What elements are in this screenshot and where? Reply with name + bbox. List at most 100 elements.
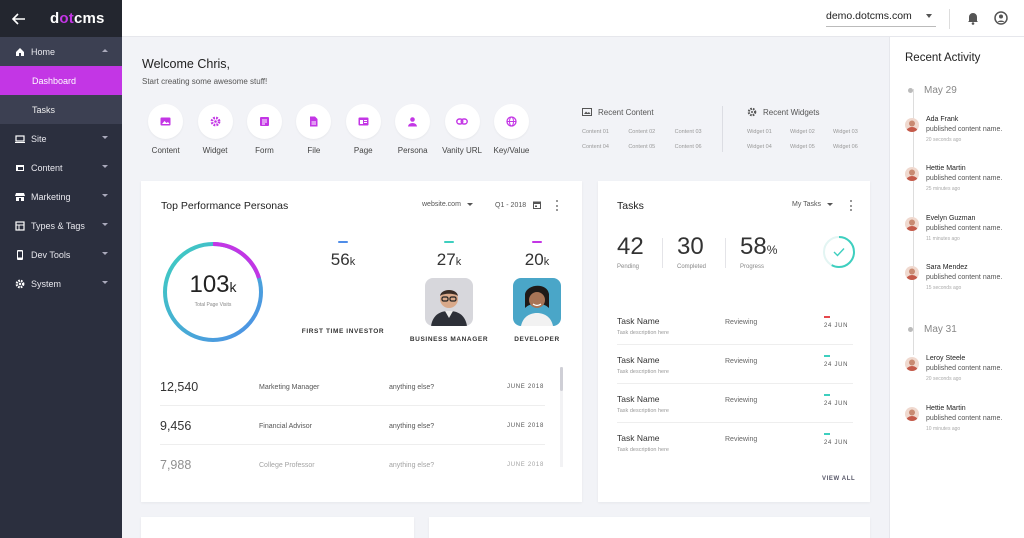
persona-first-time-investor[interactable]: 56k FIRST TIME INVESTOR [298, 241, 388, 335]
recent-content-link[interactable]: Content 02 [628, 129, 656, 135]
tasks-card-title: Tasks [617, 200, 644, 212]
image-icon [582, 107, 592, 117]
recent-content-link[interactable]: Content 04 [582, 144, 609, 150]
sidebar-item-content[interactable]: Content [0, 153, 122, 182]
recent-content-link[interactable]: Content 01 [582, 129, 609, 135]
task-row[interactable]: Task Name Task description here Reviewin… [617, 306, 853, 345]
person-icon [395, 104, 431, 139]
recent-widget-link[interactable]: Widget 05 [790, 144, 815, 150]
recent-widgets: Recent Widgets Widget 01 Widget 02 Widge… [747, 107, 867, 151]
chevron-down-icon [102, 223, 108, 226]
recent-widget-link[interactable]: Widget 06 [833, 144, 858, 150]
tool-form[interactable]: Form [240, 104, 289, 155]
account-icon[interactable] [994, 11, 1008, 25]
bell-icon[interactable] [966, 11, 980, 25]
persona-developer[interactable]: 20k DEVELOPER [492, 241, 582, 343]
chevron-down-icon [102, 136, 108, 139]
tool-label: Page [353, 146, 373, 155]
table-scrollbar[interactable] [560, 367, 563, 467]
activity-item[interactable]: Evelyn Guzman published content name. 11… [905, 215, 1024, 255]
site-selector-value: demo.dotcms.com [826, 10, 912, 22]
tool-key-value[interactable]: Key/Value [487, 104, 536, 155]
layers-icon [15, 220, 25, 231]
sidebar: dotcms Home Dashboard Tasks Site Content… [0, 0, 122, 538]
stat-divider [662, 238, 663, 268]
tasks-filter[interactable]: My Tasks [792, 201, 834, 208]
tool-label: Persona [397, 146, 428, 155]
chevron-down-icon [102, 281, 108, 284]
persona-photo [513, 278, 561, 326]
calendar-icon [533, 201, 542, 209]
recent-content: Recent Content Content 01 Content 02 Con… [582, 107, 712, 150]
total-visits-label: Total Page Visits [194, 302, 232, 308]
task-row[interactable]: Task Name Task description here Reviewin… [617, 384, 853, 423]
view-all-link[interactable]: VIEW ALL [822, 476, 856, 482]
recent-widget-link[interactable]: Widget 01 [747, 129, 772, 135]
monitor-icon [15, 134, 25, 144]
gear-icon [747, 107, 757, 117]
table-row[interactable]: 9,456 Financial Advisor anything else? J… [160, 406, 545, 445]
link-icon [444, 104, 480, 139]
tool-vanity-url[interactable]: Vanity URL [437, 104, 486, 155]
sidebar-item-label: Site [31, 133, 47, 144]
tool-file[interactable]: File [289, 104, 338, 155]
personas-menu-icon[interactable] [555, 200, 558, 211]
bottom-card-right [429, 517, 870, 538]
personas-period-filter[interactable]: Q1 - 2018 [495, 201, 542, 209]
sidebar-item-label: Home [31, 46, 56, 57]
chevron-down-icon [102, 252, 108, 255]
sidebar-item-home[interactable]: Home [0, 37, 122, 66]
tool-content[interactable]: Content [141, 104, 190, 155]
recent-content-link[interactable]: Content 05 [628, 144, 656, 150]
activity-item[interactable]: Leroy Steele published content name. 20 … [905, 355, 1024, 395]
back-arrow-icon[interactable] [12, 9, 32, 29]
avatar [905, 357, 919, 371]
sidebar-item-types-tags[interactable]: Types & Tags [0, 211, 122, 240]
persona-photo [425, 278, 473, 326]
sidebar-item-label: Dev Tools [31, 249, 71, 260]
folder-icon [15, 163, 25, 173]
sidebar-item-dev-tools[interactable]: Dev Tools [0, 240, 122, 269]
activity-item[interactable]: Sara Mendez published content name. 15 s… [905, 264, 1024, 304]
persona-business-manager[interactable]: 27k BUSINESS MANAGER [404, 241, 494, 343]
recent-widget-link[interactable]: Widget 04 [747, 144, 772, 150]
persona-value: 20k [524, 250, 550, 269]
table-row[interactable]: 12,540 Marketing Manager anything else? … [160, 367, 545, 406]
sidebar-subitem-dashboard[interactable]: Dashboard [0, 66, 122, 95]
site-selector[interactable]: demo.dotcms.com [826, 10, 936, 27]
recent-widget-link[interactable]: Widget 03 [833, 129, 858, 135]
total-visits-donut [163, 241, 263, 342]
persona-color-bar [338, 241, 348, 243]
tool-persona[interactable]: Persona [388, 104, 437, 155]
caret-down-icon [827, 202, 834, 206]
tool-page[interactable]: Page [339, 104, 388, 155]
form-icon [246, 104, 282, 139]
tool-label: Vanity URL [442, 146, 482, 155]
persona-color-bar [444, 241, 454, 243]
recent-content-link[interactable]: Content 06 [674, 144, 702, 150]
tasks-menu-icon[interactable] [849, 200, 852, 211]
personas-site-filter[interactable]: website.com [422, 201, 473, 208]
recent-widgets-title: Recent Widgets [747, 107, 867, 117]
task-row[interactable]: Task Name Task description here Reviewin… [617, 433, 849, 453]
task-row[interactable]: Task Name Task description here Reviewin… [617, 345, 853, 384]
table-row[interactable]: 7,988 College Professor anything else? J… [160, 458, 544, 472]
bottom-card-left [141, 517, 414, 538]
sidebar-subitem-tasks[interactable]: Tasks [0, 95, 122, 124]
sidebar-item-site[interactable]: Site [0, 124, 122, 153]
sidebar-item-label: System [31, 278, 62, 289]
image-icon [148, 104, 184, 139]
activity-item[interactable]: Hettie Martin published content name. 25… [905, 165, 1024, 205]
page-icon [345, 104, 381, 139]
logo[interactable]: dotcms [50, 10, 105, 27]
quick-create-tools: Content Widget Form File Page Persona Va… [141, 104, 536, 155]
stat-completed: 30 Completed [677, 233, 707, 270]
recent-content-link[interactable]: Content 03 [674, 129, 702, 135]
recent-widget-link[interactable]: Widget 02 [790, 129, 815, 135]
gear-icon [15, 279, 25, 289]
tool-widget[interactable]: Widget [190, 104, 239, 155]
activity-item[interactable]: Hettie Martin published content name. 10… [905, 405, 1024, 445]
sidebar-item-marketing[interactable]: Marketing [0, 182, 122, 211]
activity-item[interactable]: Ada Frank published content name. 20 sec… [905, 116, 1024, 156]
sidebar-item-system[interactable]: System [0, 269, 122, 298]
